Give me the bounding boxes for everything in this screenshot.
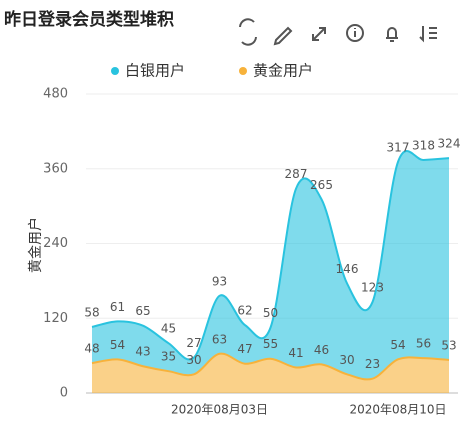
x-tick-label: 2020年08月03日	[171, 403, 268, 417]
value-label: 93	[212, 274, 227, 288]
y-axis-title: 黄金用户	[27, 217, 44, 273]
value-label: 30	[339, 353, 354, 367]
y-tick-label: 240	[43, 236, 68, 251]
value-label: 58	[84, 305, 99, 319]
value-label: 30	[186, 353, 201, 367]
value-label: 324	[438, 137, 461, 151]
value-label: 54	[390, 338, 405, 352]
value-label: 45	[161, 322, 176, 336]
value-label: 48	[84, 342, 99, 356]
value-label: 65	[135, 304, 150, 318]
legend-marker	[111, 67, 119, 75]
value-label: 287	[285, 167, 308, 181]
y-tick-label: 0	[60, 386, 68, 401]
value-label: 62	[237, 304, 252, 318]
sort-icon[interactable]	[419, 26, 437, 43]
y-tick-label: 120	[43, 311, 68, 326]
refresh-icon[interactable]	[239, 18, 257, 46]
line	[91, 352, 450, 381]
area	[92, 353, 449, 393]
legend-marker	[239, 67, 247, 75]
value-label: 146	[336, 262, 359, 276]
value-label: 63	[212, 332, 227, 346]
toolbar	[239, 18, 437, 46]
value-label: 265	[310, 178, 333, 192]
line	[91, 150, 450, 361]
value-label: 35	[161, 350, 176, 364]
value-label: 123	[361, 281, 384, 295]
value-label: 43	[135, 345, 150, 359]
chart-title: 昨日登录会员类型堆积	[4, 9, 174, 30]
info-icon[interactable]	[346, 24, 364, 42]
value-label: 23	[365, 357, 380, 371]
value-label: 55	[263, 337, 278, 351]
value-label: 61	[110, 300, 125, 314]
value-label: 54	[110, 338, 125, 352]
value-label: 47	[237, 342, 252, 356]
value-label: 56	[416, 337, 431, 351]
y-tick-label: 480	[43, 87, 68, 102]
value-label: 27	[186, 336, 201, 350]
value-label: 318	[412, 139, 435, 153]
value-label: 317	[387, 140, 410, 154]
legend-label: 白银用户	[125, 62, 185, 80]
value-label: 46	[314, 343, 329, 357]
legend-label: 黄金用户	[253, 62, 313, 80]
y-tick-label: 360	[43, 161, 68, 176]
expand-icon[interactable]	[312, 27, 326, 41]
bell-icon[interactable]	[386, 27, 398, 42]
area	[92, 151, 449, 380]
edit-icon[interactable]	[273, 26, 293, 46]
value-label: 53	[441, 338, 456, 352]
value-label: 50	[263, 306, 278, 320]
x-tick-label: 2020年08月10日	[349, 403, 446, 417]
value-label: 41	[288, 346, 303, 360]
